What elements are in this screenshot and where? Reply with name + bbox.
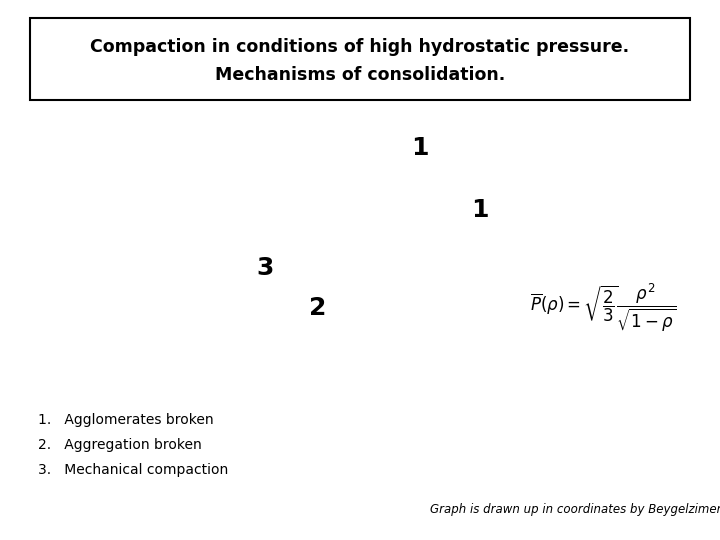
Text: Mechanisms of consolidation.: Mechanisms of consolidation. [215,66,505,84]
Bar [30,18,690,100]
Text: 1: 1 [411,136,428,160]
Text: $\overline{P}(\rho)=\sqrt{\dfrac{2}{3}}\dfrac{\rho^2}{\sqrt{1-\rho}}$: $\overline{P}(\rho)=\sqrt{\dfrac{2}{3}}\… [530,282,677,334]
Text: 2.   Aggregation broken: 2. Aggregation broken [38,438,202,452]
Text: 3.   Mechanical compaction: 3. Mechanical compaction [38,463,228,477]
Text: Graph is drawn up in coordinates by Beygelzimer Ya.E.: Graph is drawn up in coordinates by Beyg… [430,503,720,516]
Text: 3: 3 [256,256,274,280]
Text: Compaction in conditions of high hydrostatic pressure.: Compaction in conditions of high hydrost… [91,38,629,56]
Text: 1.   Agglomerates broken: 1. Agglomerates broken [38,413,214,427]
Text: 2: 2 [310,296,327,320]
Text: 1: 1 [472,198,489,222]
